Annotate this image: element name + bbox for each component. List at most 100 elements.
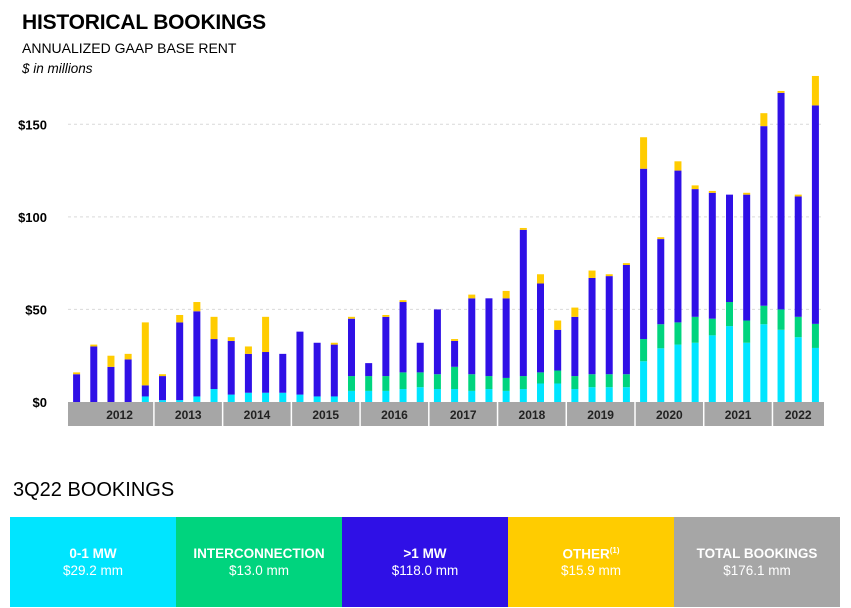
- bar-segment: [588, 387, 596, 402]
- chart-units: $ in millions: [22, 61, 93, 76]
- bar-segment: [760, 324, 768, 402]
- bar-segment: [468, 294, 476, 299]
- summary-label: INTERCONNECTION: [193, 546, 325, 561]
- bar-segment: [674, 322, 682, 345]
- summary-label: 0-1 MW: [69, 546, 117, 561]
- x-tick-label: 2012: [106, 408, 133, 422]
- bar-segment: [691, 342, 699, 402]
- bar-segment: [554, 329, 562, 371]
- x-tick-label: 2021: [725, 408, 752, 422]
- bookings-summary: 0-1 MW $29.2 mm INTERCONNECTION $13.0 mm…: [10, 517, 840, 607]
- summary-label-text: OTHER: [562, 546, 610, 562]
- bar-segment: [210, 389, 218, 402]
- bar-segment: [777, 92, 785, 310]
- y-tick-label: $150: [18, 117, 47, 132]
- bar-segment: [691, 316, 699, 343]
- bar-segment: [468, 374, 476, 391]
- bar-segment: [485, 298, 493, 377]
- bar-segment: [554, 383, 562, 402]
- bar-segment: [485, 389, 493, 402]
- bar-segment: [399, 302, 407, 373]
- bar-segment: [519, 229, 527, 377]
- bar-segment: [657, 239, 665, 325]
- bar-segment: [726, 302, 733, 327]
- bar-segment: [159, 374, 166, 377]
- bar-segment: [537, 383, 544, 402]
- bookings-chart: $0 $50 $100 $150 2012 2013 2014 2015 2016 2017 201…: [18, 75, 824, 426]
- bar-segment: [330, 342, 338, 345]
- x-tick-label: 2022: [785, 408, 812, 422]
- bar-segment: [537, 372, 544, 384]
- bar-segment: [348, 318, 355, 377]
- x-tick-label: 2014: [244, 408, 271, 422]
- bar-segment: [571, 316, 579, 377]
- bar-segment: [640, 137, 648, 169]
- bar-segment: [743, 342, 751, 402]
- bar-segment: [726, 326, 733, 402]
- bar-segment: [176, 400, 184, 402]
- bar-segment: [416, 387, 424, 402]
- bar-segment: [811, 75, 819, 106]
- bar-segment: [743, 192, 751, 195]
- bar-segment: [107, 355, 115, 367]
- summary-value: $13.0 mm: [228, 563, 290, 578]
- bar-segment: [519, 227, 527, 230]
- bar-segment: [399, 300, 407, 303]
- bar-segment: [794, 196, 802, 317]
- bar-segment: [279, 353, 287, 393]
- bar-segment: [176, 322, 184, 401]
- bar-segment: [262, 352, 270, 393]
- bar-segment: [537, 274, 544, 284]
- bar-segment: [365, 376, 373, 391]
- bar-segment: [726, 194, 733, 303]
- bar-segment: [554, 320, 562, 330]
- bar-segment: [657, 348, 665, 402]
- bar-segment: [519, 389, 527, 402]
- bar-segment: [210, 339, 218, 390]
- bar-segment: [262, 392, 270, 402]
- bar-segment: [244, 346, 252, 354]
- summary-box-other: OTHER(1) $15.9 mm: [508, 517, 674, 607]
- bar-segment: [811, 323, 819, 348]
- bar-segment: [193, 396, 201, 402]
- bar-segment: [451, 366, 459, 390]
- summary-box-0-1-mw: 0-1 MW $29.2 mm: [10, 517, 176, 607]
- bar-segment: [416, 342, 424, 373]
- summary-value: $29.2 mm: [62, 563, 124, 578]
- bar-segment: [433, 389, 441, 402]
- bar-segment: [468, 298, 476, 375]
- bar-segment: [640, 168, 648, 340]
- bar-segment: [365, 390, 373, 402]
- bar-segment: [605, 374, 613, 388]
- y-tick-label: $50: [25, 302, 47, 317]
- bar-segment: [313, 342, 321, 397]
- bar-segment: [451, 340, 459, 367]
- x-tick-label: 2017: [450, 408, 477, 422]
- summary-box-interconnection: INTERCONNECTION $13.0 mm: [176, 517, 342, 607]
- bar-segment: [433, 374, 441, 390]
- bar-segment: [622, 374, 630, 388]
- x-tick-label: 2018: [519, 408, 546, 422]
- summary-label: OTHER(1): [562, 546, 619, 562]
- bar-segment: [674, 344, 682, 402]
- bar-segment: [657, 324, 665, 349]
- bar-segment: [141, 385, 149, 397]
- bar-segment: [193, 311, 201, 397]
- bar-segment: [348, 316, 355, 319]
- bar-segment: [674, 161, 682, 171]
- bar-segment: [640, 361, 648, 402]
- bar-segment: [502, 390, 510, 402]
- bar-segment: [382, 376, 390, 391]
- y-tick-label: $0: [33, 395, 47, 410]
- bar-segment: [90, 346, 98, 402]
- bar-segment: [743, 194, 751, 321]
- summary-box-total: TOTAL BOOKINGS $176.1 mm: [674, 517, 840, 607]
- bar-segment: [124, 359, 132, 402]
- bar-segment: [605, 276, 613, 375]
- bar-segment: [777, 329, 785, 402]
- bar-segment: [794, 194, 802, 197]
- bar-segment: [640, 339, 648, 362]
- bar-segment: [777, 309, 785, 330]
- bar-segment: [554, 370, 562, 384]
- bar-segment: [571, 389, 579, 402]
